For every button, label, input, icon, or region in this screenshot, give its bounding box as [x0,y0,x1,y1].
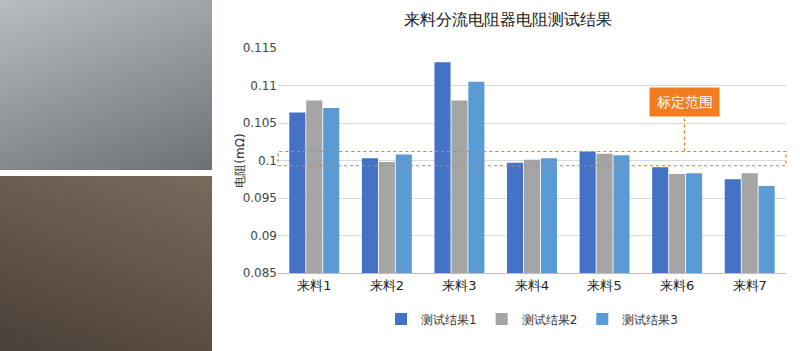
svg-text:来料6: 来料6 [660,278,694,293]
svg-text:测试结果2: 测试结果2 [522,313,578,327]
svg-text:来料5: 来料5 [587,278,621,293]
svg-text:0.11: 0.11 [250,79,277,93]
svg-text:0.09: 0.09 [250,229,277,243]
svg-text:标定范围: 标定范围 [656,94,713,110]
svg-text:0.1: 0.1 [258,154,277,168]
svg-text:测试结果1: 测试结果1 [421,313,477,327]
svg-text:0.105: 0.105 [243,116,277,130]
svg-text:来料1: 来料1 [297,278,331,293]
svg-text:来料分流电阻器电阻测试结果: 来料分流电阻器电阻测试结果 [404,10,612,29]
svg-text:电阻(mΩ): 电阻(mΩ) [233,133,247,187]
svg-text:0.085: 0.085 [243,266,277,280]
svg-text:测试结果3: 测试结果3 [622,313,678,327]
svg-text:来料2: 来料2 [370,278,404,293]
svg-text:0.115: 0.115 [243,41,277,55]
svg-text:来料3: 来料3 [442,278,476,293]
svg-text:来料4: 来料4 [515,278,549,293]
svg-text:0.095: 0.095 [243,191,277,205]
svg-text:来料7: 来料7 [733,278,767,293]
